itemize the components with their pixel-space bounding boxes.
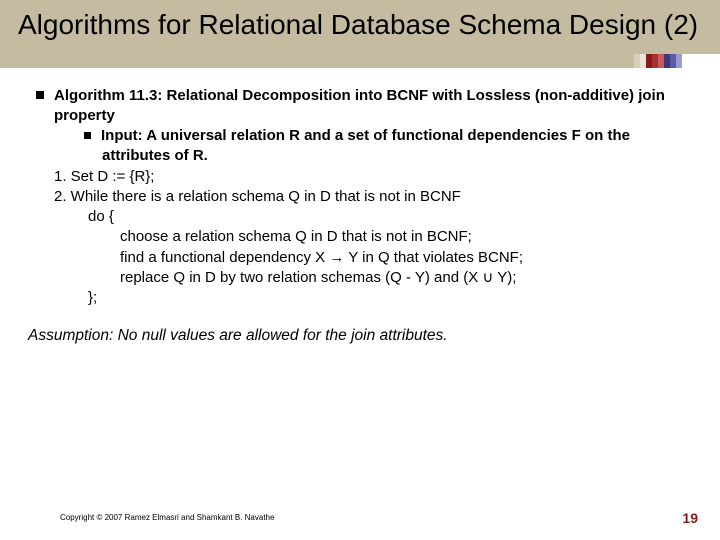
slide-title: Algorithms for Relational Database Schem… [18, 8, 702, 42]
square-bullet-icon [84, 132, 91, 139]
bullet-main-text: Algorithm 11.3: Relational Decomposition… [54, 87, 665, 124]
step-do: do { [88, 207, 692, 227]
step-line-2: find a functional dependency X → Y in Q … [120, 248, 692, 268]
accent-stripes [0, 54, 720, 68]
copyright-footer: Copyright © 2007 Ramez Elmasri and Shamk… [60, 513, 274, 522]
page-number: 19 [682, 510, 698, 526]
bullet-sub-text: Input: A universal relation R and a set … [101, 127, 630, 164]
title-band: Algorithms for Relational Database Schem… [0, 0, 720, 54]
bullet-main: Algorithm 11.3: Relational Decomposition… [54, 86, 692, 127]
assumption-text: Assumption: No null values are allowed f… [28, 326, 692, 347]
step-line-1: choose a relation schema Q in D that is … [120, 227, 692, 247]
bullet-sub: Input: A universal relation R and a set … [102, 126, 692, 167]
step-close: }; [88, 288, 692, 308]
step-line-3: replace Q in D by two relation schemas (… [120, 268, 692, 288]
step-1: 1. Set D := {R}; [54, 167, 692, 187]
square-bullet-icon [36, 91, 44, 99]
step-2: 2. While there is a relation schema Q in… [54, 187, 692, 207]
content-area: Algorithm 11.3: Relational Decomposition… [0, 68, 720, 348]
